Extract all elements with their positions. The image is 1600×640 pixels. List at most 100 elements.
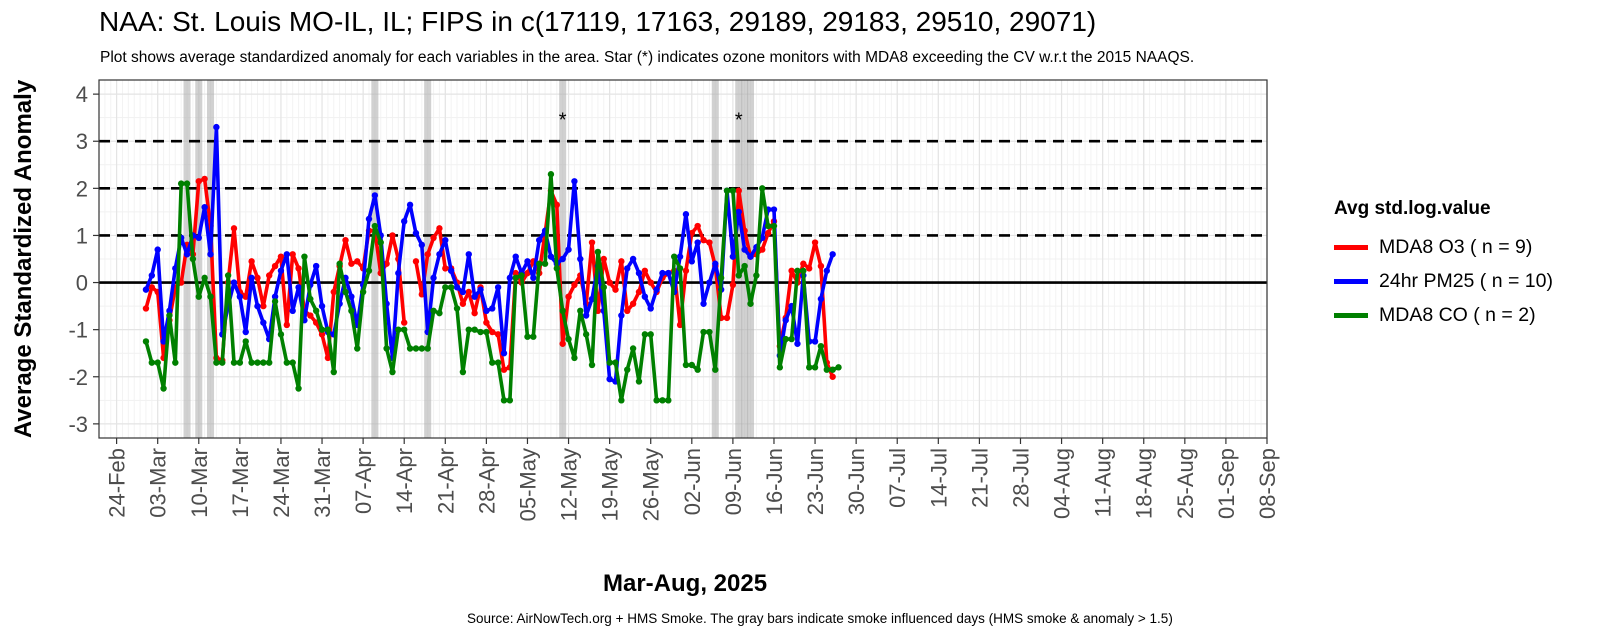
x-tick-label: 19-May (598, 448, 623, 521)
data-point-co (670, 253, 678, 260)
data-point-co (770, 222, 778, 230)
legend-key-co (1334, 312, 1368, 318)
data-point-o3 (723, 314, 731, 322)
data-point-co (359, 288, 367, 296)
legend-key-pm25 (1334, 278, 1368, 284)
data-point-co (224, 272, 232, 279)
panel-border (98, 79, 1268, 439)
data-point-co (142, 338, 150, 345)
data-point-o3 (571, 281, 578, 289)
data-point-co (242, 338, 249, 345)
data-point-pm25 (166, 307, 173, 315)
data-point-o3 (700, 236, 707, 244)
data-point-pm25 (465, 251, 472, 258)
data-point-o3 (230, 225, 238, 232)
data-point-pm25 (142, 286, 150, 293)
data-point-co (524, 333, 531, 340)
y-tick-label: 1 (76, 223, 88, 248)
data-point-co (553, 265, 561, 272)
data-point-o3 (254, 274, 261, 282)
data-point-pm25 (201, 203, 208, 211)
data-point-co (582, 331, 590, 338)
data-point-co (324, 326, 332, 333)
data-point-o3 (553, 201, 561, 209)
data-point-co (506, 397, 514, 404)
legend-label-o3: MDA8 O3 ( n = 9) (1379, 235, 1533, 258)
data-point-pm25 (676, 253, 684, 260)
chart-subtitle: Plot shows average standardized anomaly … (100, 49, 1195, 66)
data-point-co (277, 331, 285, 338)
data-point-co (706, 328, 713, 336)
data-point-co (618, 397, 625, 404)
data-point-pm25 (706, 279, 713, 286)
x-tick-label: 10-Mar (187, 448, 212, 518)
data-point-co (336, 260, 343, 267)
x-tick-label: 21-Apr (433, 448, 458, 514)
legend-title: Avg std.log.value (1334, 198, 1491, 219)
data-point-co (577, 307, 584, 315)
data-point-co (494, 359, 502, 366)
data-point-co (289, 359, 296, 366)
data-point-co (729, 187, 737, 194)
legend-key-o3 (1334, 244, 1368, 250)
data-point-pm25 (395, 269, 402, 277)
data-point-o3 (330, 288, 337, 296)
x-tick-label: 12-May (557, 448, 582, 521)
x-tick-label: 01-Sep (1214, 448, 1239, 519)
data-point-co (659, 397, 666, 404)
data-point-pm25 (453, 284, 461, 291)
legend-item-o3: MDA8 O3 ( n = 9) (1334, 230, 1553, 264)
data-point-pm25 (547, 253, 555, 260)
data-point-co (301, 253, 308, 260)
data-point-co (213, 359, 220, 366)
data-point-co (154, 359, 161, 366)
data-point-co (782, 335, 789, 343)
data-point-co (600, 284, 607, 291)
data-point-pm25 (524, 258, 531, 265)
data-point-co (800, 267, 807, 274)
data-point-o3 (800, 260, 807, 267)
data-point-o3 (729, 281, 737, 289)
x-axis-title: Mar-Aug, 2025 (603, 570, 768, 597)
x-tick-label: 28-Apr (474, 448, 499, 514)
data-point-co (230, 359, 238, 366)
legend-label-co: MDA8 CO ( n = 2) (1379, 303, 1536, 326)
data-point-o3 (201, 175, 208, 183)
data-point-o3 (805, 265, 813, 272)
data-point-co (424, 345, 431, 352)
x-tick-label: 14-Apr (392, 448, 417, 514)
data-point-co (823, 366, 830, 373)
data-point-pm25 (735, 208, 742, 216)
data-point-o3 (512, 269, 519, 277)
data-point-o3 (635, 288, 643, 296)
data-point-pm25 (183, 251, 191, 258)
data-point-pm25 (741, 246, 748, 253)
data-point-o3 (759, 246, 766, 253)
data-point-pm25 (782, 317, 789, 324)
x-tick-label: 08-Sep (1255, 448, 1280, 519)
data-point-co (788, 335, 795, 343)
data-point-co (541, 260, 549, 267)
x-tick-label: 30-Jun (844, 448, 869, 515)
data-point-co (254, 359, 261, 366)
data-point-o3 (266, 272, 273, 279)
data-point-pm25 (442, 236, 449, 244)
data-point-pm25 (530, 274, 537, 282)
data-point-o3 (307, 312, 314, 319)
data-point-pm25 (559, 255, 566, 263)
data-point-co (606, 359, 613, 366)
data-point-o3 (465, 288, 472, 296)
data-point-co (266, 359, 273, 366)
data-point-pm25 (635, 269, 643, 277)
data-point-co (629, 345, 637, 352)
data-point-o3 (494, 331, 502, 338)
y-tick-label: -3 (68, 412, 88, 437)
data-point-o3 (489, 328, 496, 336)
data-point-pm25 (236, 293, 244, 300)
data-point-pm25 (160, 338, 167, 345)
data-point-pm25 (348, 293, 355, 300)
data-point-o3 (706, 239, 713, 246)
data-point-co (723, 187, 731, 194)
data-point-o3 (142, 305, 150, 312)
data-point-pm25 (494, 284, 502, 291)
